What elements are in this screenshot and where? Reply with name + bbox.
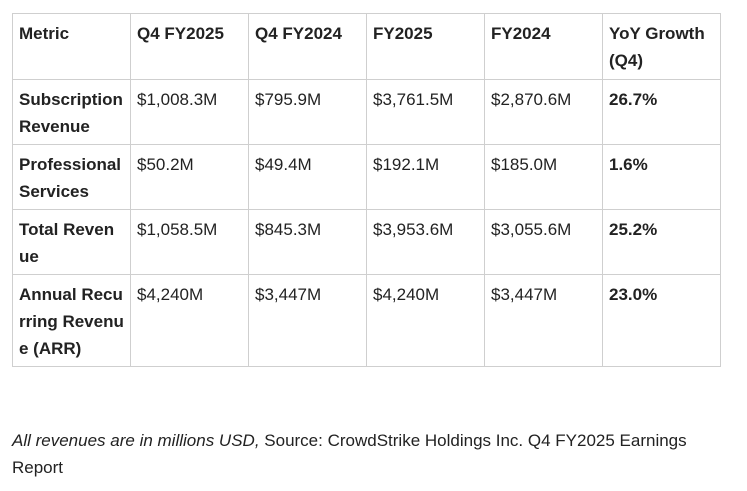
header-metric: Metric: [12, 13, 131, 80]
q4-fy2025-cell: $1,008.3M: [130, 79, 249, 145]
header-q4-fy2025: Q4 FY2025: [130, 13, 249, 80]
metric-cell: Total Revenue: [12, 209, 131, 275]
fy2025-cell: $3,761.5M: [366, 79, 485, 145]
table-row: Professional Services $50.2M $49.4M $192…: [12, 144, 721, 210]
yoy-growth-cell: 26.7%: [602, 79, 721, 145]
metric-cell: Annual Recurring Revenue (ARR): [12, 274, 131, 367]
header-fy2024: FY2024: [484, 13, 603, 80]
q4-fy2024-cell: $795.9M: [248, 79, 367, 145]
table-header-row: Metric Q4 FY2025 Q4 FY2024 FY2025 FY2024…: [12, 13, 721, 80]
fy2024-cell: $185.0M: [484, 144, 603, 210]
q4-fy2024-cell: $3,447M: [248, 274, 367, 367]
fy2025-cell: $4,240M: [366, 274, 485, 367]
yoy-growth-cell: 25.2%: [602, 209, 721, 275]
header-yoy-growth: YoY Growth (Q4): [602, 13, 721, 80]
q4-fy2024-cell: $49.4M: [248, 144, 367, 210]
q4-fy2025-cell: $4,240M: [130, 274, 249, 367]
metric-cell: Professional Services: [12, 144, 131, 210]
fy2025-cell: $3,953.6M: [366, 209, 485, 275]
metric-cell: Subscription Revenue: [12, 79, 131, 145]
header-q4-fy2024: Q4 FY2024: [248, 13, 367, 80]
fy2024-cell: $2,870.6M: [484, 79, 603, 145]
q4-fy2025-cell: $50.2M: [130, 144, 249, 210]
table-caption: All revenues are in millions USD, Source…: [12, 427, 712, 481]
yoy-growth-cell: 1.6%: [602, 144, 721, 210]
caption-note: All revenues are in millions USD,: [12, 431, 260, 450]
q4-fy2024-cell: $845.3M: [248, 209, 367, 275]
q4-fy2025-cell: $1,058.5M: [130, 209, 249, 275]
revenue-metrics-table: Metric Q4 FY2025 Q4 FY2024 FY2025 FY2024…: [12, 13, 721, 367]
yoy-growth-cell: 23.0%: [602, 274, 721, 367]
caption-source: Source: CrowdStrike Holdings Inc. Q4 FY2…: [12, 431, 687, 477]
fy2025-cell: $192.1M: [366, 144, 485, 210]
fy2024-cell: $3,055.6M: [484, 209, 603, 275]
table-row: Annual Recurring Revenue (ARR) $4,240M $…: [12, 274, 721, 367]
table-row: Subscription Revenue $1,008.3M $795.9M $…: [12, 79, 721, 145]
header-fy2025: FY2025: [366, 13, 485, 80]
table-row: Total Revenue $1,058.5M $845.3M $3,953.6…: [12, 209, 721, 275]
fy2024-cell: $3,447M: [484, 274, 603, 367]
